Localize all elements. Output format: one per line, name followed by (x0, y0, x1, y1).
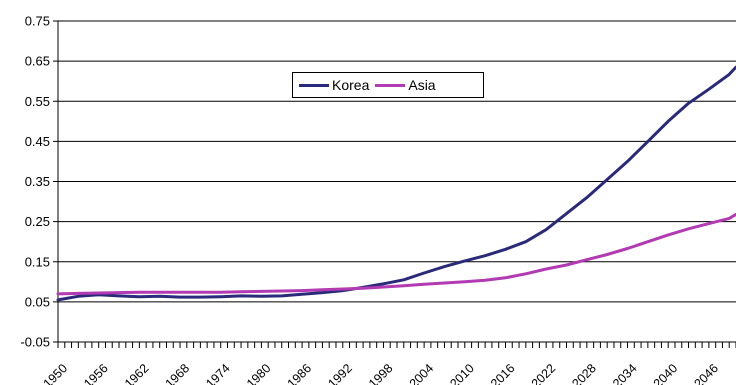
series-line-korea (56, 65, 736, 302)
y-tick-label: 0.35 (25, 174, 50, 189)
x-tick-label: 1986 (285, 361, 315, 385)
y-tick-label: 0.15 (25, 254, 50, 269)
x-tick-label: 1980 (244, 361, 274, 385)
y-tick-label: 0.65 (25, 54, 50, 69)
y-tick-label: 0.45 (25, 134, 50, 149)
gridlines (58, 20, 736, 343)
x-tick-label: 2016 (488, 361, 518, 385)
y-tick-label: -0.05 (20, 335, 50, 350)
series-line-asia (56, 212, 736, 296)
x-tick-label: 2034 (610, 361, 640, 385)
x-tick-label: 1992 (325, 361, 355, 385)
x-tick-label: 2022 (529, 361, 559, 385)
x-tick-label: 2046 (691, 361, 721, 385)
x-tick-label: 1998 (366, 361, 396, 385)
series-lines (56, 65, 736, 302)
y-tick-label: 0.55 (25, 94, 50, 109)
x-tick-label: 1956 (81, 361, 111, 385)
x-axis-ticks: 1950 1956 1962 1968 1974 1980 1986 1992 1998 2004… (41, 342, 736, 385)
y-tick-label: 0.25 (25, 214, 50, 229)
x-tick-label: 2040 (651, 361, 681, 385)
legend-item-asia: Asia (375, 77, 436, 93)
legend-item-korea: Korea (299, 77, 369, 93)
x-tick-label: 1950 (41, 361, 71, 385)
x-tick-label: 1962 (122, 361, 152, 385)
y-axis-ticks: -0.05 0.05 0.15 0.25 0.35 0.45 0.55 0.65 0.75 (20, 14, 58, 350)
x-tick-label: 2028 (569, 361, 599, 385)
legend-swatch-asia (375, 83, 406, 87)
x-tick-label: 2010 (447, 361, 477, 385)
legend-label-asia: Asia (408, 77, 436, 93)
y-tick-label: 0.05 (25, 294, 50, 309)
legend: Korea Asia (292, 72, 484, 98)
legend-swatch-korea (299, 83, 329, 87)
x-tick-label: 1974 (203, 361, 233, 385)
legend-label-korea: Korea (332, 77, 370, 93)
x-tick-label: 2004 (407, 361, 437, 385)
x-tick-label: 1968 (163, 361, 193, 385)
y-tick-label: 0.75 (25, 14, 50, 29)
